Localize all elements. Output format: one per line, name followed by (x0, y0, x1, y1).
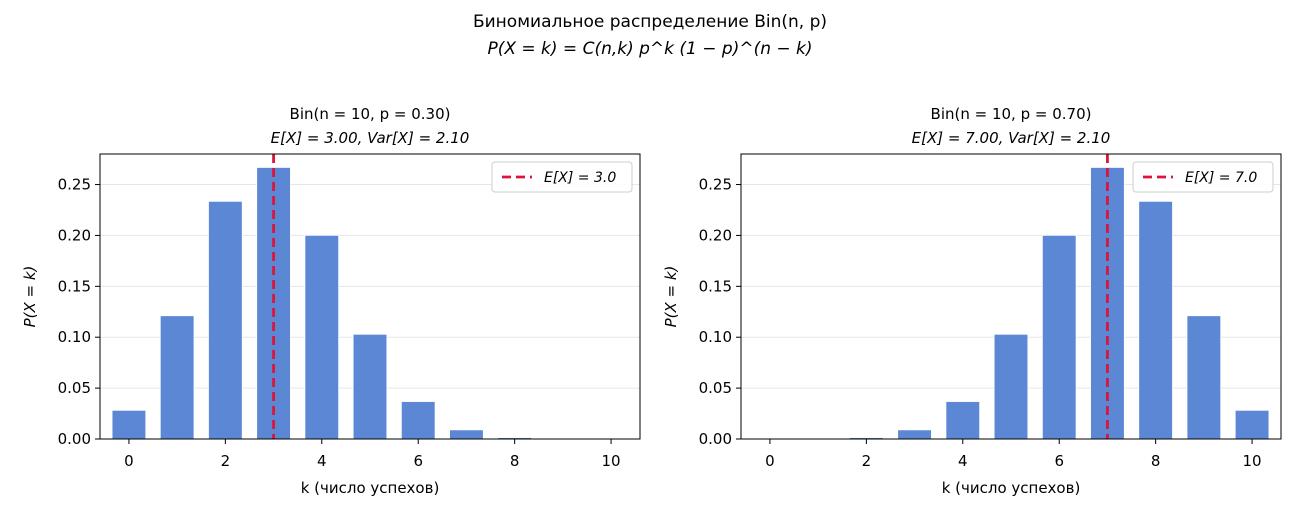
y-tick-label: 0.15 (699, 277, 732, 295)
bar (111, 409, 147, 440)
x-axis-label: k (число успехов) (942, 479, 1081, 497)
x-tick-label: 8 (510, 452, 520, 470)
x-tick-label: 6 (413, 452, 423, 470)
legend-box (491, 161, 633, 193)
y-tick-label: 0.10 (699, 328, 732, 346)
axes-frame (740, 153, 1282, 440)
x-tick-label: 10 (602, 452, 621, 470)
bar (1186, 315, 1222, 440)
legend-box (1132, 161, 1274, 193)
legend-label: E[X] = 3.0 (544, 170, 616, 186)
chart-title-line1: Bin(n = 10, p = 0.70) (931, 105, 1092, 123)
y-tick-label: 0.10 (58, 328, 91, 346)
chart-panel-left: Bin(n = 10, p = 0.30) E[X] = 3.00, Var[X]… (21, 105, 641, 497)
x-tick-label: 4 (317, 452, 327, 470)
x-tick-label: 0 (124, 452, 134, 470)
bar (945, 401, 981, 440)
chart-title-line2: E[X] = 7.00, Var[X] = 2.10 (912, 129, 1111, 147)
y-tick-label: 0.20 (699, 226, 732, 244)
y-tick-label: 0.00 (699, 430, 732, 448)
chart-title-line2: E[X] = 3.00, Var[X] = 2.10 (271, 129, 470, 147)
y-axis-label: P(X = k) (21, 266, 39, 328)
y-tick-label: 0.25 (699, 176, 732, 194)
y-tick-label: 0.25 (58, 176, 91, 194)
chart-panel-right: Bin(n = 10, p = 0.70) E[X] = 7.00, Var[X]… (662, 105, 1282, 497)
x-tick-label: 4 (958, 452, 968, 470)
figure-suptitle-line2: P(X = k) = C(n,k) p^k (1 − p)^(n − k) (487, 39, 812, 59)
x-tick-label: 0 (765, 452, 775, 470)
bar (897, 429, 932, 440)
x-tick-label: 6 (1054, 452, 1064, 470)
y-tick-label: 0.15 (58, 277, 91, 295)
figure-suptitle-line1: Биномиальное распределение Bin(n, p) (473, 12, 827, 32)
x-tick-label: 8 (1151, 452, 1161, 470)
bar (1234, 409, 1270, 440)
legend-label: E[X] = 7.0 (1185, 170, 1257, 186)
y-tick-label: 0.05 (699, 379, 732, 397)
bar (159, 315, 195, 440)
bar (1138, 200, 1173, 440)
x-tick-label: 2 (862, 452, 872, 470)
chart-title-line1: Bin(n = 10, p = 0.30) (290, 105, 451, 123)
bar (449, 429, 484, 440)
x-axis-label: k (число успехов) (301, 479, 440, 497)
bar (993, 333, 1029, 440)
x-tick-label: 10 (1243, 452, 1262, 470)
y-tick-label: 0.05 (58, 379, 91, 397)
y-axis-label: P(X = k) (662, 266, 680, 328)
bar (352, 333, 388, 440)
x-tick-label: 2 (221, 452, 231, 470)
y-tick-label: 0.00 (58, 430, 91, 448)
axes-frame (99, 153, 641, 440)
bar (1041, 234, 1077, 440)
y-tick-label: 0.20 (58, 226, 91, 244)
bar (304, 234, 340, 440)
bar (400, 401, 436, 440)
bar (208, 200, 243, 440)
